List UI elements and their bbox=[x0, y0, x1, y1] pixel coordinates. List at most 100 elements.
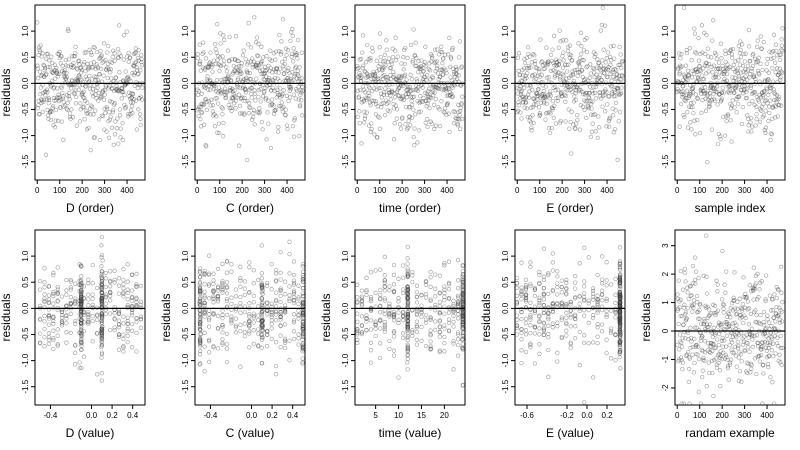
data-point bbox=[530, 113, 535, 118]
y-tick-label: 0.0 bbox=[341, 77, 350, 89]
data-point bbox=[700, 76, 705, 82]
y-tick-label: 0.5 bbox=[341, 51, 350, 63]
data-point bbox=[358, 87, 363, 93]
data-point bbox=[677, 332, 683, 337]
data-point bbox=[291, 77, 296, 83]
data-point bbox=[555, 281, 560, 286]
data-point bbox=[559, 278, 564, 283]
data-point bbox=[528, 65, 533, 70]
data-point bbox=[457, 39, 462, 44]
data-point bbox=[555, 320, 560, 325]
data-point bbox=[454, 67, 460, 72]
data-point bbox=[677, 124, 682, 129]
data-point bbox=[103, 301, 108, 306]
data-point bbox=[528, 84, 533, 89]
data-points bbox=[35, 20, 145, 157]
data-point bbox=[693, 67, 699, 72]
data-point bbox=[134, 316, 139, 321]
data-point bbox=[250, 82, 256, 87]
data-point bbox=[383, 86, 388, 91]
data-point bbox=[368, 56, 373, 61]
data-point bbox=[201, 50, 206, 55]
data-point bbox=[99, 252, 105, 258]
data-point bbox=[436, 105, 441, 110]
data-point bbox=[73, 281, 78, 286]
data-point bbox=[202, 282, 207, 287]
data-point bbox=[230, 89, 236, 94]
data-point bbox=[254, 76, 259, 81]
data-point bbox=[719, 90, 725, 95]
data-point bbox=[544, 101, 549, 106]
data-point bbox=[405, 337, 410, 343]
data-point bbox=[113, 75, 119, 80]
data-point bbox=[90, 292, 95, 297]
data-point bbox=[600, 58, 605, 63]
data-point bbox=[271, 111, 277, 116]
data-point bbox=[522, 56, 527, 62]
data-point bbox=[445, 102, 450, 107]
data-point bbox=[577, 261, 582, 266]
data-point bbox=[725, 67, 730, 72]
data-point bbox=[362, 69, 367, 74]
data-point bbox=[121, 286, 126, 291]
data-point bbox=[99, 298, 104, 304]
data-point bbox=[552, 75, 557, 80]
data-point bbox=[256, 277, 261, 283]
x-tick-label: 300 bbox=[738, 186, 752, 195]
y-tick-label: -0.5 bbox=[501, 327, 510, 341]
data-point bbox=[384, 92, 390, 98]
data-point bbox=[726, 89, 731, 94]
data-point bbox=[758, 82, 763, 87]
data-point bbox=[605, 66, 610, 71]
data-point bbox=[739, 121, 745, 127]
data-point bbox=[606, 67, 611, 73]
data-point bbox=[55, 118, 61, 124]
data-point bbox=[408, 123, 413, 128]
data-point bbox=[398, 126, 404, 131]
data-point bbox=[527, 54, 532, 59]
data-point bbox=[424, 103, 429, 109]
data-point bbox=[385, 59, 391, 65]
data-point bbox=[232, 88, 237, 93]
data-point bbox=[577, 70, 583, 75]
data-point bbox=[69, 77, 74, 83]
data-point bbox=[96, 80, 101, 85]
data-point bbox=[443, 88, 449, 93]
data-point bbox=[727, 84, 733, 89]
data-point bbox=[738, 54, 744, 60]
data-point bbox=[356, 65, 361, 70]
data-point bbox=[43, 72, 48, 78]
data-point bbox=[419, 324, 424, 330]
data-point bbox=[273, 49, 278, 54]
data-point bbox=[585, 103, 590, 108]
data-point bbox=[686, 72, 692, 77]
data-point bbox=[368, 327, 374, 332]
data-point bbox=[422, 59, 427, 65]
data-point bbox=[60, 90, 65, 96]
data-point bbox=[543, 62, 548, 67]
data-point bbox=[525, 44, 531, 50]
data-point bbox=[680, 367, 685, 372]
data-point bbox=[593, 129, 598, 134]
data-point bbox=[69, 53, 75, 59]
data-point bbox=[267, 57, 272, 62]
data-point bbox=[613, 358, 618, 363]
data-point bbox=[36, 102, 41, 108]
data-point bbox=[132, 97, 137, 102]
data-point bbox=[224, 69, 230, 74]
data-point bbox=[428, 275, 433, 280]
data-point bbox=[55, 299, 60, 304]
data-point bbox=[610, 67, 616, 73]
data-point bbox=[134, 282, 139, 287]
data-point bbox=[548, 52, 554, 58]
data-point bbox=[132, 63, 137, 69]
data-point bbox=[597, 89, 603, 95]
data-point bbox=[429, 59, 434, 64]
y-tick-label: -1.5 bbox=[661, 154, 670, 168]
data-point bbox=[719, 90, 724, 95]
data-point bbox=[515, 91, 520, 96]
data-point bbox=[414, 342, 420, 347]
data-point bbox=[231, 63, 236, 69]
data-point bbox=[586, 320, 591, 326]
data-point bbox=[42, 280, 47, 285]
